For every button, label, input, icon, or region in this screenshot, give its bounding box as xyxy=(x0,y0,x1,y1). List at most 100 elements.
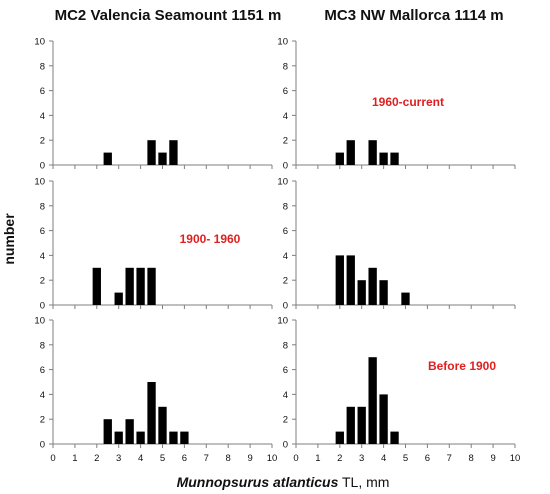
y-tick-label: 6 xyxy=(283,226,288,237)
y-tick-label: 6 xyxy=(40,86,45,97)
histogram-bar xyxy=(103,419,112,444)
y-tick-label: 10 xyxy=(277,37,288,48)
histogram-bar xyxy=(92,267,101,305)
x-tick-label: 10 xyxy=(510,453,521,464)
x-tick-label: 6 xyxy=(425,453,430,464)
x-tick-label: 2 xyxy=(337,453,342,464)
histogram-bar xyxy=(114,431,123,444)
histogram-bar xyxy=(335,152,344,165)
histogram-bar xyxy=(169,140,178,165)
histogram-bar xyxy=(401,292,410,305)
x-tick-label: 0 xyxy=(50,453,55,464)
histogram-bar xyxy=(379,394,388,444)
y-tick-label: 0 xyxy=(283,440,288,451)
histogram-bar xyxy=(379,280,388,305)
histogram-bar xyxy=(169,431,178,444)
histogram-bar xyxy=(357,406,366,444)
y-tick-label: 10 xyxy=(277,177,288,188)
y-tick-label: 0 xyxy=(283,161,288,172)
x-tick-label: 9 xyxy=(490,453,495,464)
x-tick-label: 1 xyxy=(315,453,320,464)
histogram-bar xyxy=(114,292,123,305)
y-tick-label: 8 xyxy=(283,61,288,72)
y-tick-label: 2 xyxy=(40,415,45,426)
histogram-bar xyxy=(136,267,145,305)
period-annotation: Before 1900 xyxy=(428,359,496,373)
y-tick-label: 0 xyxy=(40,301,45,312)
y-tick-label: 4 xyxy=(283,390,288,401)
histogram-bar xyxy=(158,152,167,165)
y-tick-label: 10 xyxy=(34,37,45,48)
histogram-bar xyxy=(368,140,377,165)
y-tick-label: 2 xyxy=(40,276,45,287)
y-tick-label: 10 xyxy=(34,177,45,188)
x-tick-label: 8 xyxy=(469,453,474,464)
y-tick-label: 6 xyxy=(283,365,288,376)
y-tick-label: 6 xyxy=(40,226,45,237)
y-tick-label: 4 xyxy=(40,111,45,122)
histogram-bar xyxy=(136,431,145,444)
panel-r2-c1: 0 2 4 6 8 10 0 1 2 3 4 5 6 7 8 9 10 Before 1900 xyxy=(277,316,520,465)
y-tick-label: 2 xyxy=(40,136,45,147)
y-tick-label: 8 xyxy=(283,340,288,351)
x-tick-label: 8 xyxy=(226,453,231,464)
x-axis-title-unit: TL, mm xyxy=(338,474,389,490)
x-tick-label: 5 xyxy=(403,453,408,464)
y-tick-label: 0 xyxy=(283,301,288,312)
y-tick-label: 0 xyxy=(40,440,45,451)
histogram-bar xyxy=(103,152,112,165)
y-tick-label: 4 xyxy=(40,251,45,262)
histogram-bar xyxy=(125,419,134,444)
histogram-bar xyxy=(158,406,167,444)
x-tick-label: 2 xyxy=(94,453,99,464)
y-tick-label: 8 xyxy=(40,340,45,351)
y-tick-label: 10 xyxy=(277,316,288,327)
panel-r1-c0: 0 2 4 6 8 10 1900- 1960 xyxy=(34,177,273,312)
y-tick-label: 4 xyxy=(283,111,288,122)
histogram-bar xyxy=(335,255,344,305)
panel-r0-c1: 0 2 4 6 8 10 1960-current xyxy=(277,37,516,172)
x-tick-label: 0 xyxy=(293,453,298,464)
x-tick-label: 7 xyxy=(447,453,452,464)
panel-r2-c0: 0 2 4 6 8 10 0 1 2 3 4 5 6 7 8 9 10 xyxy=(34,316,277,465)
histogram-bar xyxy=(368,267,377,305)
x-tick-label: 4 xyxy=(138,453,143,464)
histogram-bar xyxy=(346,140,355,165)
y-tick-label: 0 xyxy=(40,161,45,172)
y-tick-label: 8 xyxy=(40,201,45,212)
histogram-bar xyxy=(346,406,355,444)
y-tick-label: 6 xyxy=(40,365,45,376)
y-tick-label: 4 xyxy=(283,251,288,262)
histogram-bar xyxy=(346,255,355,305)
histogram-bar xyxy=(125,267,134,305)
column-title-mc3: MC3 NW Mallorca 1114 m xyxy=(324,7,503,24)
y-tick-label: 2 xyxy=(283,415,288,426)
x-tick-label: 6 xyxy=(182,453,187,464)
histogram-bar xyxy=(335,431,344,444)
x-tick-label: 10 xyxy=(267,453,278,464)
y-tick-label: 2 xyxy=(283,276,288,287)
period-annotation: 1960-current xyxy=(372,95,444,109)
histogram-bar xyxy=(390,152,399,165)
histogram-bar xyxy=(147,382,156,444)
y-tick-label: 6 xyxy=(283,86,288,97)
x-axis-title: Munnopsurus atlanticus TL, mm xyxy=(177,474,390,490)
histogram-bar xyxy=(379,152,388,165)
period-annotation: 1900- 1960 xyxy=(180,232,241,246)
y-axis-title: number xyxy=(1,213,17,265)
x-tick-label: 5 xyxy=(160,453,165,464)
histogram-bar xyxy=(390,431,399,444)
y-tick-label: 8 xyxy=(283,201,288,212)
histogram-bar xyxy=(357,280,366,305)
histogram-bar xyxy=(368,357,377,444)
x-axis-title-species: Munnopsurus atlanticus xyxy=(177,474,339,490)
x-tick-label: 1 xyxy=(72,453,77,464)
x-tick-label: 9 xyxy=(247,453,252,464)
y-tick-label: 4 xyxy=(40,390,45,401)
column-title-mc2: MC2 Valencia Seamount 1151 m xyxy=(55,7,282,24)
histogram-bar xyxy=(180,431,189,444)
x-tick-label: 3 xyxy=(359,453,364,464)
y-tick-label: 8 xyxy=(40,61,45,72)
